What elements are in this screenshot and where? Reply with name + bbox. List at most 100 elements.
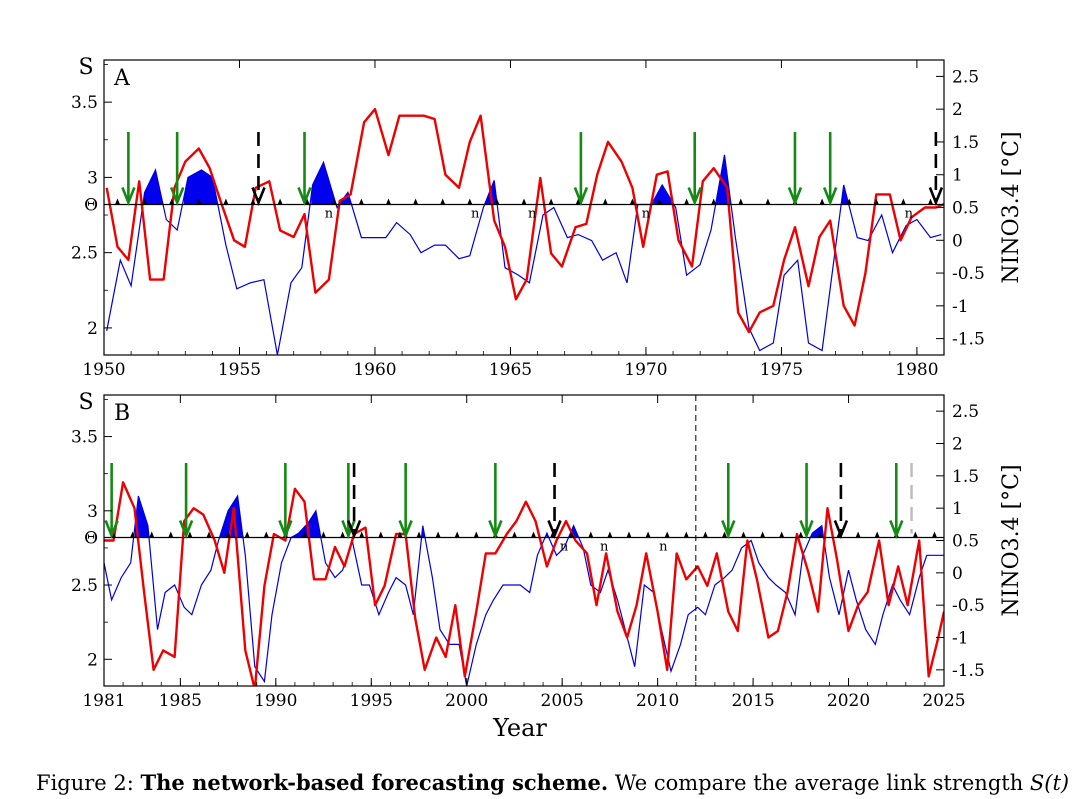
year-tick-triangle — [548, 198, 554, 205]
right-tick-label: 0 — [952, 231, 963, 251]
year-tick-triangle — [657, 198, 662, 205]
year-tick-triangle — [142, 198, 148, 205]
n-marker: n — [325, 206, 334, 221]
year-tick-triangle — [413, 198, 419, 205]
series-nino34 — [105, 108, 944, 334]
green-arrow-head — [121, 187, 136, 207]
x-tick-label: 1980 — [895, 360, 938, 380]
x-tick-label: 2025 — [922, 691, 965, 711]
green-arrow-head — [178, 520, 194, 540]
x-tick-label: 1970 — [624, 360, 667, 380]
right-axis-label: NINO3.4 [°C] — [999, 464, 1024, 616]
figure-caption: Figure 2: The network-based forecasting … — [36, 770, 1069, 795]
year-tick-triangle — [187, 531, 193, 538]
n-marker: n — [471, 206, 480, 221]
year-tick-triangle — [607, 531, 613, 538]
right-tick-label: 1 — [952, 166, 963, 186]
n-marker: n — [528, 206, 537, 221]
year-tick-triangle — [206, 531, 212, 538]
left-tick-label: 2.5 — [71, 244, 98, 264]
x-tick-label: 2010 — [636, 691, 679, 711]
year-tick-triangle — [760, 531, 766, 538]
right-tick-label: -1 — [952, 629, 969, 649]
year-tick-triangle — [115, 198, 120, 205]
n-marker: n — [659, 540, 668, 555]
year-tick-triangle — [531, 531, 536, 538]
green-arrow — [178, 463, 194, 540]
x-tick-label: 2015 — [731, 691, 774, 711]
x-tick-label: 1995 — [350, 691, 393, 711]
green-arrow-head — [488, 520, 503, 540]
green-arrow-head — [278, 520, 293, 540]
year-tick-triangle — [629, 198, 635, 205]
year-tick-triangle — [416, 531, 422, 538]
green-arrow-head — [297, 187, 312, 207]
year-tick-triangle — [626, 531, 632, 538]
x-tick-label: 1985 — [159, 691, 202, 711]
year-tick-triangle — [225, 531, 231, 538]
year-tick-triangle — [873, 198, 879, 205]
year-tick-triangle — [473, 531, 479, 538]
year-tick-triangle — [521, 198, 527, 205]
caption-text: We compare the average link strength — [608, 771, 1030, 795]
left-tick-label: 3 — [87, 502, 98, 522]
series-nino34 — [104, 481, 944, 686]
right-tick-label: 1 — [952, 499, 963, 519]
right-tick-label: -0.5 — [952, 596, 985, 616]
green-arrow — [799, 463, 814, 540]
year-tick-triangle — [378, 531, 384, 538]
green-arrow-head — [341, 520, 356, 540]
x-tick-label: 2020 — [827, 691, 870, 711]
year-tick-triangle — [304, 198, 310, 205]
dashed-arrow-head — [251, 187, 266, 207]
caption-prefix: Figure 2: — [36, 771, 141, 795]
year-tick-triangle — [263, 531, 269, 538]
green-arrow-head — [889, 520, 904, 540]
dashed-arrow — [833, 463, 849, 540]
green-arrow-head — [721, 520, 736, 540]
year-tick-triangle — [874, 531, 880, 538]
year-tick-triangle — [130, 531, 136, 538]
year-tick-triangle — [798, 531, 804, 538]
x-axis-label: Year — [492, 714, 547, 742]
green-arrow — [278, 463, 293, 540]
year-tick-triangle — [819, 198, 825, 205]
green-arrow-head — [799, 520, 814, 540]
green-arrow — [787, 132, 803, 207]
year-tick-triangle — [223, 198, 229, 205]
left-tick-label: 3.5 — [71, 93, 98, 113]
right-tick-label: 0.5 — [952, 199, 979, 219]
right-tick-label: 0.5 — [952, 532, 979, 552]
plot-area — [105, 108, 944, 355]
green-arrow — [721, 463, 736, 540]
panel-a: n n n n n 1950 1955 1960 1965 1970 1975 1980 2 2.5 3 3.… — [71, 55, 1024, 380]
n-marker: n — [642, 206, 651, 221]
year-tick-triangle — [683, 531, 689, 538]
right-tick-label: 2 — [952, 435, 963, 455]
year-tick-triangle — [169, 198, 175, 205]
caption-bold: The network-based forecasting scheme. — [140, 770, 609, 795]
year-tick-triangle — [244, 531, 250, 538]
left-axis-label: S — [78, 390, 93, 415]
green-arrow — [488, 463, 503, 540]
year-tick-triangle — [684, 198, 690, 205]
x-tick-label: 1981 — [82, 691, 125, 711]
year-tick-triangle — [331, 198, 337, 205]
year-tick-triangle — [722, 531, 727, 538]
right-axis-label: NINO3.4 [°C] — [999, 131, 1024, 283]
series-link-strength — [106, 154, 942, 355]
year-tick-triangle — [454, 531, 460, 538]
right-tick-label: 2.5 — [952, 402, 979, 422]
green-arrow — [169, 132, 185, 207]
year-tick-triangle — [765, 198, 771, 205]
green-arrow-head — [822, 187, 838, 207]
year-tick-triangle — [846, 198, 852, 205]
dashed-arrow-head — [547, 520, 562, 540]
year-tick-triangle — [340, 531, 346, 538]
year-tick-triangle — [738, 198, 744, 205]
year-tick-triangle — [645, 531, 651, 538]
year-tick-triangle — [575, 198, 581, 205]
green-arrow — [398, 463, 413, 540]
n-marker: n — [905, 206, 914, 221]
green-arrow-head — [573, 187, 589, 207]
